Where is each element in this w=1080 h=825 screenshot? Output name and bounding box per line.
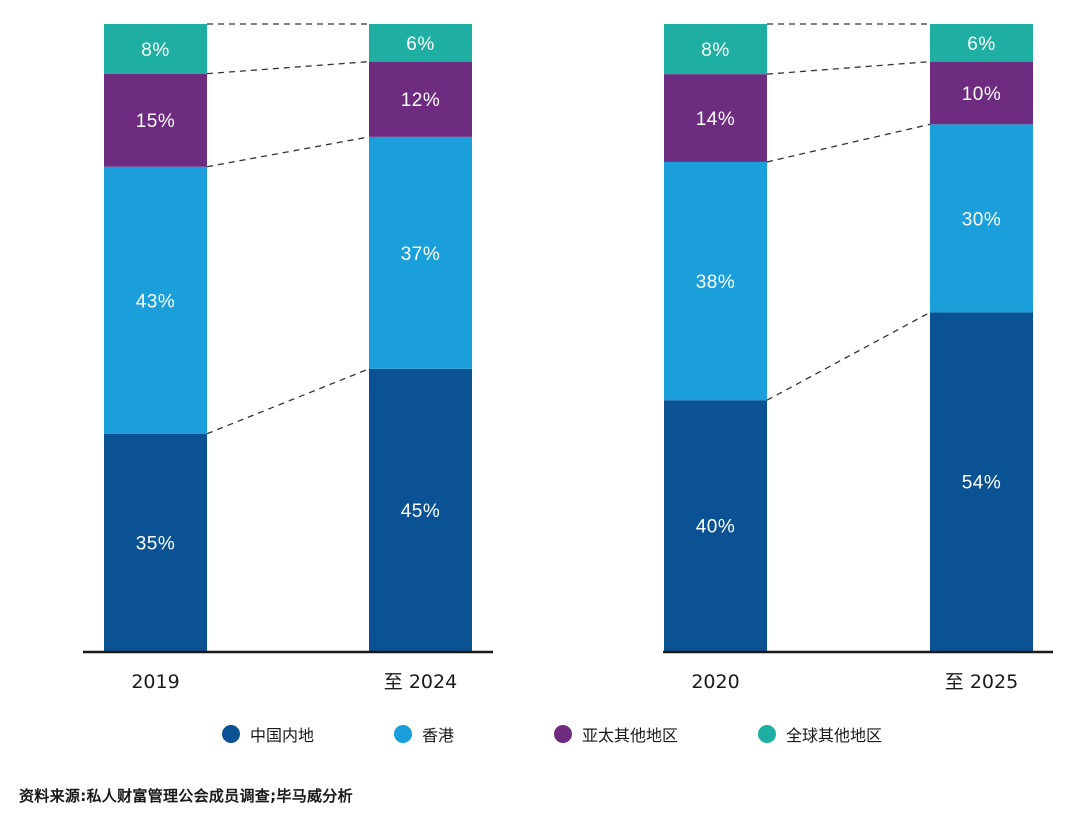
legend-label-mainland: 中国内地 [250, 726, 315, 745]
bar-segment-chart2-2020-series3 [664, 74, 767, 162]
legend-label-hongkong: 香港 [422, 726, 455, 745]
data-label-chart1-2019-series2: 43% [136, 291, 176, 312]
bar-segment-chart2-至-2025-series1 [930, 312, 1033, 651]
legend-swatch-mainland [222, 725, 240, 743]
data-label-chart1-至-2024-series2: 37% [401, 244, 441, 265]
connector-line-chart1-2 [206, 136, 370, 168]
legend-item-global-other: 全球其他地区 [758, 722, 882, 746]
bar-segment-chart2-至-2025-series3 [930, 61, 1033, 125]
data-label-chart1-至-2024-series4: 6% [406, 34, 434, 55]
data-label-chart1-2019-series4: 8% [141, 40, 169, 61]
x-tick-label-chart2-2: 至 2025 [945, 671, 1018, 693]
connector-line-chart1-3 [206, 60, 370, 75]
legend-item-mainland: 中国内地 [222, 722, 394, 746]
bar-segment-chart2-2020-series4 [664, 24, 767, 75]
data-label-chart2-2020-series4: 8% [701, 40, 729, 61]
source-note: 资料来源:私人财富管理公会成员调查;毕马威分析 [19, 787, 353, 805]
legend-item-hongkong: 香港 [394, 722, 554, 746]
connector-line-chart2-3 [766, 60, 931, 75]
bar-segment-chart1-至-2024-series1 [369, 368, 472, 651]
bar-segment-chart2-2020-series2 [664, 161, 767, 401]
data-label-chart1-2019-series3: 15% [136, 111, 176, 132]
legend: 中国内地 香港 亚太其他地区 全球其他地区 [222, 722, 882, 746]
x-tick-label-chart1-1: 2019 [131, 671, 179, 693]
bar-segment-chart1-至-2024-series3 [369, 61, 472, 137]
data-label-chart1-2019-series1: 35% [136, 533, 176, 554]
bar-segment-chart1-至-2024-series4 [369, 24, 472, 62]
bar-segment-chart1-2019-series1 [104, 433, 207, 651]
bar-segment-chart1-2019-series3 [104, 73, 207, 167]
legend-swatch-apac-other [554, 725, 572, 743]
x-tick-label-chart1-2: 至 2024 [384, 671, 457, 693]
legend-swatch-hongkong [394, 725, 412, 743]
legend-item-apac-other: 亚太其他地区 [554, 722, 758, 746]
bar-segment-chart2-至-2025-series2 [930, 124, 1033, 313]
data-label-chart2-2020-series1: 40% [696, 517, 736, 538]
legend-label-apac-other: 亚太其他地区 [582, 726, 679, 745]
legend-label-global-other: 全球其他地区 [786, 726, 883, 745]
data-label-chart2-至-2025-series1: 54% [962, 473, 1002, 494]
data-label-chart1-至-2024-series1: 45% [401, 501, 441, 522]
data-label-chart1-至-2024-series3: 12% [401, 90, 441, 111]
bar-segment-chart2-至-2025-series4 [930, 24, 1033, 62]
data-label-chart2-至-2025-series3: 10% [962, 84, 1002, 105]
x-tick-label-chart2-1: 2020 [691, 671, 739, 693]
bar-segment-chart1-2019-series4 [104, 24, 207, 74]
data-label-chart2-2020-series3: 14% [696, 109, 736, 130]
legend-swatch-global-other [758, 725, 776, 743]
connector-line-chart2-1 [766, 311, 931, 401]
data-label-chart2-至-2025-series4: 6% [967, 34, 995, 55]
data-label-chart2-2020-series2: 38% [696, 272, 736, 293]
bar-segment-chart1-2019-series2 [104, 166, 207, 434]
data-label-chart2-至-2025-series2: 30% [962, 209, 1002, 230]
stacked-bar-charts: 35% 43% 15% 8% 2019 45% 37% 12% 6% 至 2024 40% 38% 14… [83, 23, 1053, 693]
bar-segment-chart1-至-2024-series2 [369, 136, 472, 369]
connector-line-chart2-2 [766, 123, 931, 163]
connector-line-chart1-1 [206, 368, 370, 435]
bar-segment-chart2-2020-series1 [664, 400, 767, 651]
